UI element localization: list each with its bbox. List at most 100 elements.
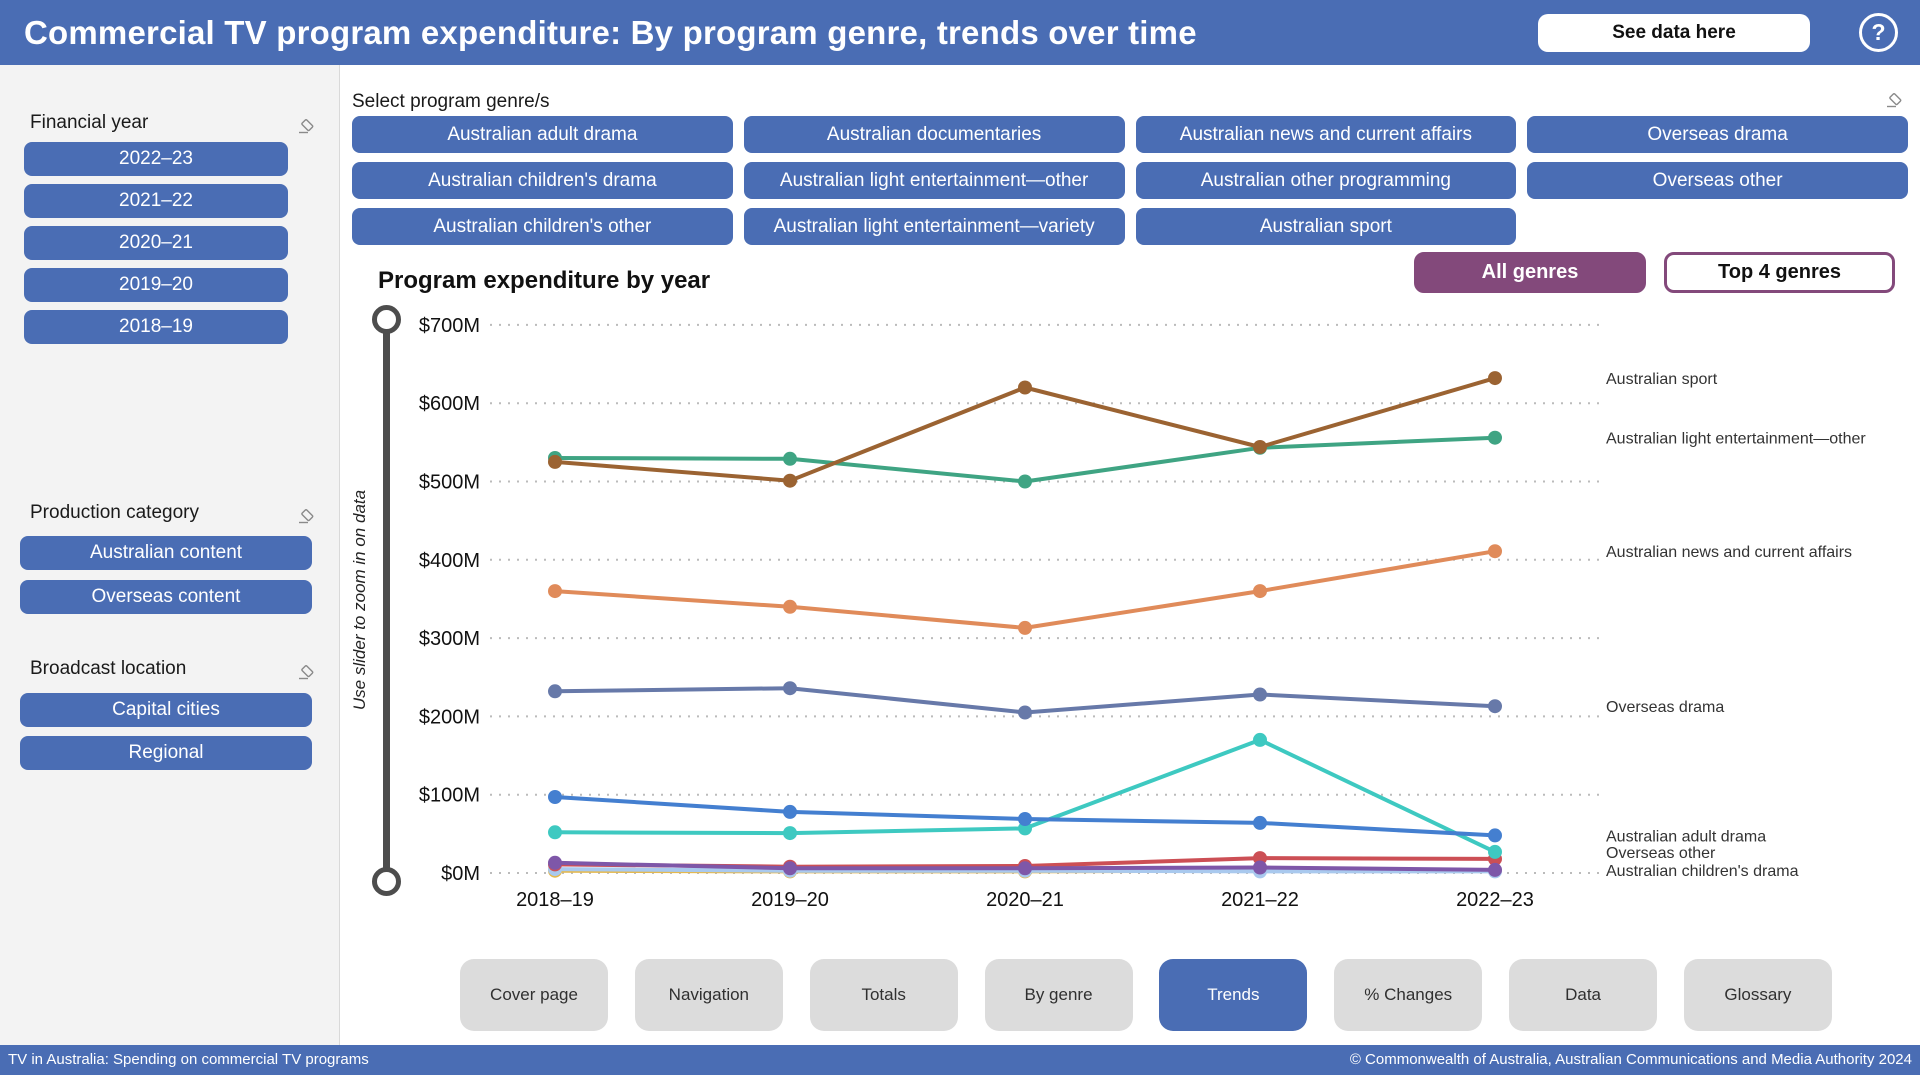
x-tick-2021–22: 2021–22 bbox=[1221, 889, 1299, 911]
series-point-Australian children's drama-2020–21[interactable] bbox=[1018, 861, 1032, 876]
genre-australian-childrens-drama[interactable]: Australian children's drama bbox=[352, 162, 733, 199]
production-category-label: Production category bbox=[30, 502, 199, 523]
x-tick-2019–20: 2019–20 bbox=[751, 889, 829, 911]
financial-year-2019-20[interactable]: 2019–20 bbox=[24, 268, 288, 302]
series-point-Australian adult drama-2018–19[interactable] bbox=[548, 790, 562, 804]
series-point-Overseas drama-2021–22[interactable] bbox=[1253, 687, 1267, 702]
y-tick-$500M: $500M bbox=[419, 472, 480, 494]
tab-navigation[interactable]: Navigation bbox=[634, 959, 783, 1031]
series-point-Australian adult drama-2020–21[interactable] bbox=[1018, 812, 1032, 826]
tab-glossary[interactable]: Glossary bbox=[1683, 959, 1832, 1031]
series-point-Overseas drama-2019–20[interactable] bbox=[783, 681, 797, 696]
y-tick-$0M: $0M bbox=[441, 863, 480, 885]
series-point-Overseas drama-2022–23[interactable] bbox=[1488, 699, 1502, 714]
tab-percent-changes[interactable]: % Changes bbox=[1334, 959, 1483, 1031]
series-point-Australian news and current affairs-2022–23[interactable] bbox=[1488, 544, 1502, 559]
series-point-Overseas drama-2020–21[interactable] bbox=[1018, 705, 1032, 720]
main-panel: Select program genre/s Australian adult … bbox=[340, 65, 1920, 1045]
series-point-Overseas other-2022–23[interactable] bbox=[1488, 844, 1502, 859]
series-point-Australian sport-2021–22[interactable] bbox=[1253, 440, 1267, 454]
series-label-Australian news and current affairs: Australian news and current affairs bbox=[1606, 544, 1852, 561]
y-tick-$700M: $700M bbox=[419, 315, 480, 337]
series-label-Australian sport: Australian sport bbox=[1606, 371, 1718, 388]
series-point-Australian sport-2020–21[interactable] bbox=[1018, 380, 1032, 395]
series-point-Australian adult drama-2019–20[interactable] bbox=[783, 804, 797, 819]
broadcast-capital-cities[interactable]: Capital cities bbox=[20, 693, 312, 727]
clear-production-category-eraser-icon[interactable] bbox=[296, 507, 314, 525]
genre-australian-sport[interactable]: Australian sport bbox=[1135, 208, 1517, 245]
broadcast-location-label: Broadcast location bbox=[30, 658, 187, 679]
see-data-button[interactable]: See data here bbox=[1538, 14, 1810, 52]
all-genres-button[interactable]: All genres bbox=[1414, 252, 1646, 293]
y-tick-$400M: $400M bbox=[419, 550, 480, 572]
clear-genre-filter-eraser-icon[interactable] bbox=[1884, 91, 1902, 109]
financial-year-2018-19[interactable]: 2018–19 bbox=[24, 310, 288, 344]
footer-app-title: TV in Australia: Spending on commercial … bbox=[8, 1051, 369, 1068]
zoom-slider-track[interactable] bbox=[383, 319, 390, 881]
series-point-Australian children's drama-2021–22[interactable] bbox=[1253, 860, 1267, 875]
genre-australian-documentaries[interactable]: Australian documentaries bbox=[743, 116, 1125, 153]
series-point-Australian adult drama-2021–22[interactable] bbox=[1253, 815, 1267, 830]
tab-trends[interactable]: Trends bbox=[1159, 959, 1308, 1031]
series-point-Australian news and current affairs-2019–20[interactable] bbox=[783, 599, 797, 614]
series-point-Australian light entertainment—other-2019–20[interactable] bbox=[783, 451, 797, 466]
zoom-slider-handle-top[interactable] bbox=[372, 305, 401, 334]
financial-year-2020-21[interactable]: 2020–21 bbox=[24, 226, 288, 260]
y-tick-$100M: $100M bbox=[419, 785, 480, 807]
series-point-Australian children's drama-2018–19[interactable] bbox=[548, 855, 562, 870]
tab-data[interactable]: Data bbox=[1509, 959, 1658, 1031]
series-point-Australian news and current affairs-2020–21[interactable] bbox=[1018, 620, 1032, 635]
series-point-Australian adult drama-2022–23[interactable] bbox=[1488, 828, 1502, 843]
page-title: Commercial TV program expenditure: By pr… bbox=[24, 14, 1197, 51]
tab-totals[interactable]: Totals bbox=[809, 959, 958, 1031]
clear-financial-year-eraser-icon[interactable] bbox=[296, 117, 314, 135]
chart-title: Program expenditure by year bbox=[378, 267, 711, 294]
series-point-Overseas other-2021–22[interactable] bbox=[1253, 732, 1267, 747]
tab-cover-page[interactable]: Cover page bbox=[460, 959, 608, 1031]
genre-australian-news-current-affairs[interactable]: Australian news and current affairs bbox=[1135, 116, 1517, 153]
series-point-Overseas other-2018–19[interactable] bbox=[548, 825, 562, 840]
series-point-Overseas drama-2018–19[interactable] bbox=[548, 684, 562, 699]
y-tick-$200M: $200M bbox=[419, 706, 480, 728]
series-point-Australian sport-2019–20[interactable] bbox=[783, 473, 797, 488]
broadcast-regional[interactable]: Regional bbox=[20, 736, 312, 770]
financial-year-2021-22[interactable]: 2021–22 bbox=[24, 184, 288, 218]
financial-year-2022-23[interactable]: 2022–23 bbox=[24, 142, 288, 176]
series-point-Australian light entertainment—other-2020–21[interactable] bbox=[1018, 474, 1032, 489]
financial-year-label: Financial year bbox=[30, 112, 149, 133]
series-point-Australian sport-2018–19[interactable] bbox=[548, 454, 562, 469]
tab-by-genre[interactable]: By genre bbox=[984, 959, 1133, 1031]
help-icon[interactable]: ? bbox=[1859, 13, 1898, 52]
series-line-Australian news and current affairs bbox=[554, 549, 1496, 630]
clear-broadcast-location-eraser-icon[interactable] bbox=[296, 663, 314, 681]
series-point-Australian sport-2022–23[interactable] bbox=[1488, 371, 1502, 386]
series-point-Overseas other-2019–20[interactable] bbox=[783, 826, 797, 841]
series-point-Australian news and current affairs-2018–19[interactable] bbox=[548, 584, 562, 599]
footer-bar: TV in Australia: Spending on commercial … bbox=[0, 1045, 1920, 1075]
series-label-Australian adult drama: Australian adult drama bbox=[1606, 828, 1766, 845]
genre-australian-childrens-other[interactable]: Australian children's other bbox=[352, 208, 733, 245]
footer-copyright: © Commonwealth of Australia, Australian … bbox=[1349, 1051, 1912, 1068]
production-australian-content[interactable]: Australian content bbox=[20, 536, 312, 570]
genre-australian-light-entertainment-variety[interactable]: Australian light entertainment—variety bbox=[743, 208, 1125, 245]
series-point-Australian light entertainment—other-2022–23[interactable] bbox=[1488, 430, 1502, 445]
series-label-Overseas other: Overseas other bbox=[1606, 845, 1716, 862]
top-4-genres-button[interactable]: Top 4 genres bbox=[1664, 252, 1895, 293]
production-overseas-content[interactable]: Overseas content bbox=[20, 580, 312, 614]
genre-overseas-other[interactable]: Overseas other bbox=[1527, 162, 1908, 199]
genre-australian-other-programming[interactable]: Australian other programming bbox=[1135, 162, 1517, 199]
genre-button-grid: Australian adult drama Australian docume… bbox=[352, 116, 1908, 245]
series-point-Australian children's drama-2019–20[interactable] bbox=[783, 861, 797, 876]
genre-overseas-drama[interactable]: Overseas drama bbox=[1527, 116, 1908, 153]
series-point-Australian children's drama-2022–23[interactable] bbox=[1488, 862, 1502, 877]
zoom-slider-handle-bottom[interactable] bbox=[372, 867, 401, 896]
series-label-Overseas drama: Overseas drama bbox=[1606, 699, 1724, 716]
series-point-Australian news and current affairs-2021–22[interactable] bbox=[1253, 584, 1267, 599]
series-label-Australian light entertainment—other: Australian light entertainment—other bbox=[1606, 431, 1866, 448]
genre-australian-adult-drama[interactable]: Australian adult drama bbox=[352, 116, 733, 153]
y-tick-$600M: $600M bbox=[419, 393, 480, 415]
bottom-tab-bar: Cover page Navigation Totals By genre Tr… bbox=[460, 959, 1832, 1031]
genre-filter-label: Select program genre/s bbox=[352, 91, 550, 112]
genre-australian-light-entertainment-other[interactable]: Australian light entertainment—other bbox=[743, 162, 1125, 199]
